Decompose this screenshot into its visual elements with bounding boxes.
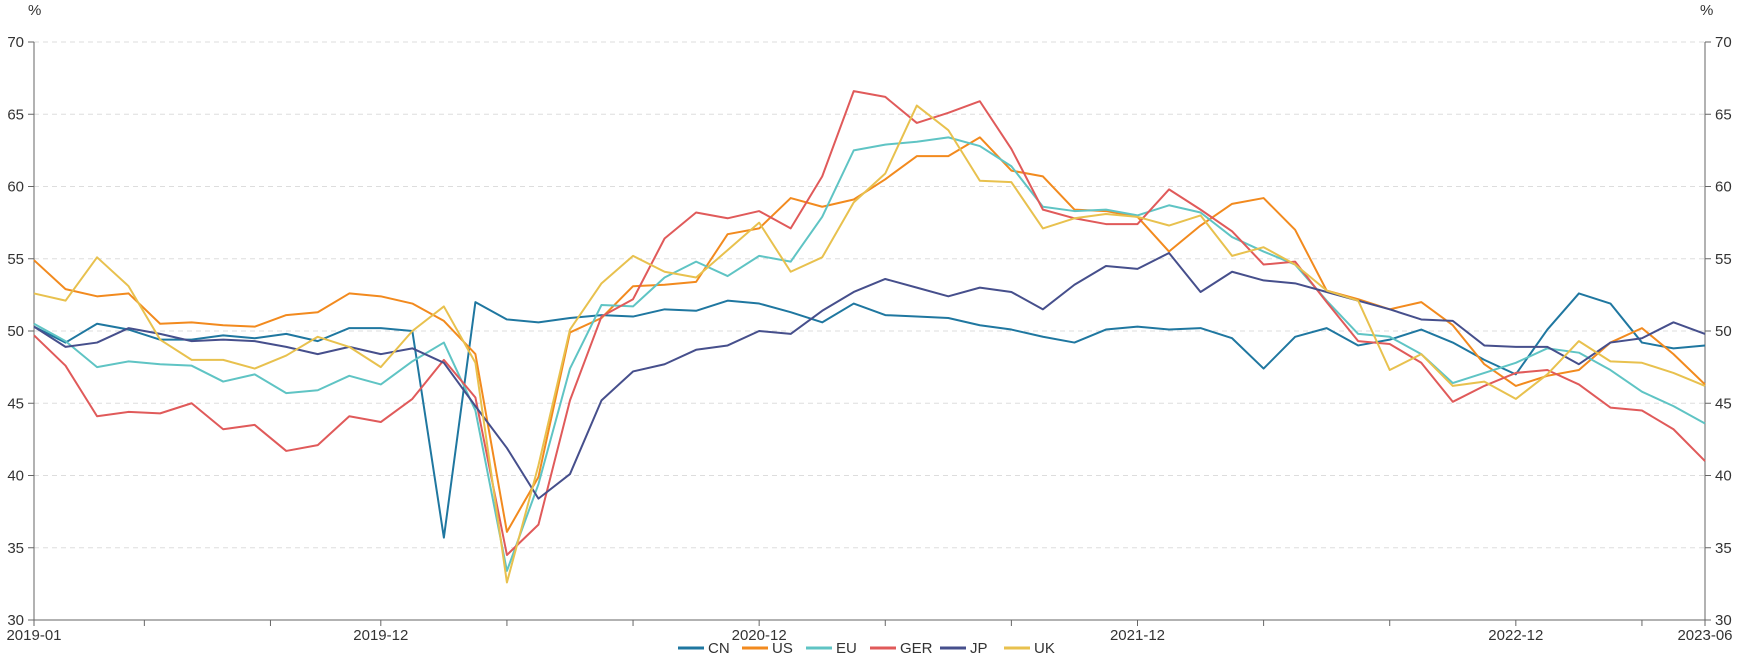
legend-label: GER: [900, 640, 933, 657]
legend-item-uk[interactable]: UK: [1004, 640, 1055, 657]
x-tick-label: 2019-12: [353, 627, 408, 644]
y-tick-label-left: 50: [7, 323, 24, 340]
legend-item-us[interactable]: US: [742, 640, 793, 657]
y-tick-label-right: 35: [1715, 540, 1732, 557]
y-tick-label-left: 70: [7, 34, 24, 51]
y-tick-label-right: 30: [1715, 612, 1732, 629]
legend-label: UK: [1034, 640, 1055, 657]
y-axis-unit-right: %: [1700, 2, 1713, 19]
y-tick-label-left: 40: [7, 468, 24, 485]
y-tick-label-left: 45: [7, 395, 24, 412]
series-line-us: [33, 136, 1706, 533]
y-tick-label-right: 50: [1715, 323, 1732, 340]
y-tick-label-left: 30: [7, 612, 24, 629]
legend-item-eu[interactable]: EU: [806, 640, 857, 657]
y-tick-label-right: 45: [1715, 395, 1732, 412]
y-tick-label-left: 55: [7, 251, 24, 268]
legend-label: US: [772, 640, 793, 657]
axes: 30 30 35 35 40 40 45 45 50 50 55 55 60 60 65 65 70 70 2019…: [6, 34, 1732, 644]
y-tick-label-left: 60: [7, 179, 24, 196]
legend-label: JP: [970, 640, 988, 657]
legend-item-jp[interactable]: JP: [940, 640, 988, 657]
series-line-jp: [33, 251, 1706, 500]
legend-label: CN: [708, 640, 730, 657]
series-line-cn: [33, 292, 1706, 539]
legend-label: EU: [836, 640, 857, 657]
x-tick-label: 2019-01: [6, 627, 61, 644]
x-tick-label: 2023-06: [1677, 627, 1732, 644]
series-lines: [33, 90, 1706, 584]
y-tick-label-right: 55: [1715, 251, 1732, 268]
legend: CN US EU GER JP UK: [678, 640, 1055, 657]
y-tick-label-right: 65: [1715, 106, 1732, 123]
x-tick-label: 2020-12: [732, 627, 787, 644]
legend-item-cn[interactable]: CN: [678, 640, 730, 657]
gridlines: [34, 41, 1705, 549]
y-tick-label-left: 35: [7, 540, 24, 557]
series-line-uk: [33, 104, 1706, 584]
y-axis-unit-left: %: [28, 2, 41, 19]
x-tick-label: 2021-12: [1110, 627, 1165, 644]
legend-item-ger[interactable]: GER: [870, 640, 933, 657]
series-line-ger: [33, 90, 1706, 556]
y-tick-label-right: 60: [1715, 179, 1732, 196]
series-line-eu: [33, 136, 1706, 572]
y-tick-label-right: 70: [1715, 34, 1732, 51]
y-tick-label-right: 40: [1715, 468, 1732, 485]
y-tick-label-left: 65: [7, 106, 24, 123]
x-tick-label: 2022-12: [1488, 627, 1543, 644]
